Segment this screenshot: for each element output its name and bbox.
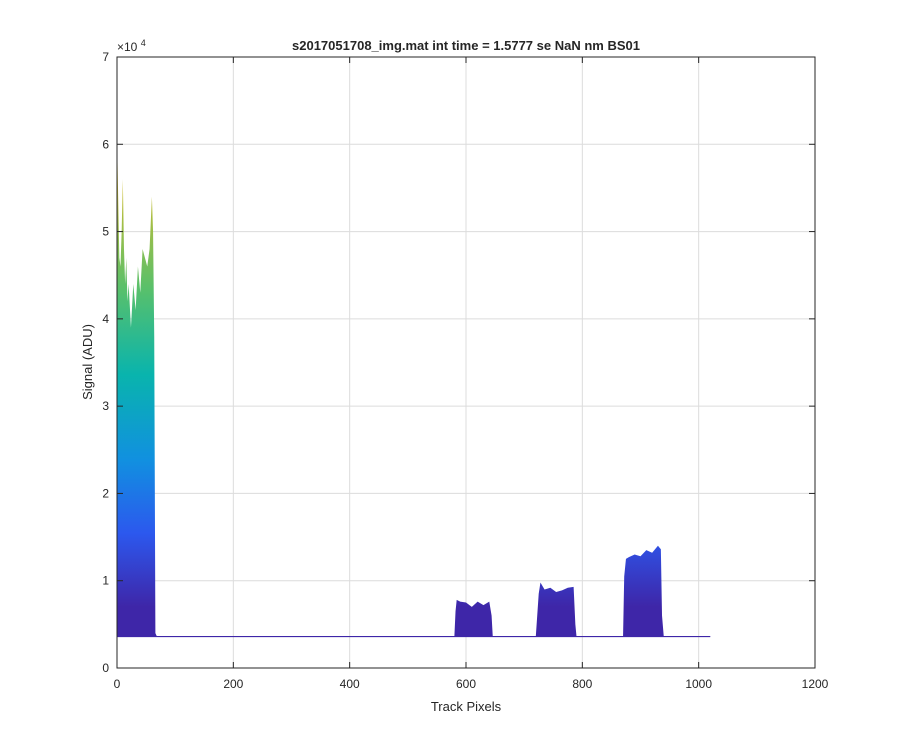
signal-area bbox=[117, 135, 711, 637]
x-tick-label: 200 bbox=[223, 677, 243, 691]
y-tick-label: 6 bbox=[102, 137, 109, 151]
y-axis-multiplier-base: ×10 bbox=[117, 40, 138, 54]
chart-title: s2017051708_img.mat int time = 1.5777 se… bbox=[292, 38, 640, 53]
y-tick-label: 0 bbox=[102, 661, 109, 675]
ticks: 0 200 400 600 800 1000 1200 0 1 2 3 4 5 6 7 bbox=[102, 50, 828, 691]
x-axis-label: Track Pixels bbox=[431, 699, 502, 714]
y-tick-label: 1 bbox=[102, 574, 109, 588]
y-tick-label: 5 bbox=[102, 225, 109, 239]
x-tick-label: 800 bbox=[572, 677, 592, 691]
y-axis-multiplier: ×10 4 bbox=[117, 38, 146, 54]
x-tick-label: 600 bbox=[456, 677, 476, 691]
y-axis-multiplier-exponent: 4 bbox=[141, 38, 146, 48]
x-tick-label: 0 bbox=[114, 677, 121, 691]
y-tick-label: 3 bbox=[102, 399, 109, 413]
grid bbox=[117, 57, 815, 668]
y-tick-label: 4 bbox=[102, 312, 109, 326]
x-tick-label: 1200 bbox=[802, 677, 829, 691]
y-axis-label: Signal (ADU) bbox=[80, 324, 95, 400]
series bbox=[117, 135, 711, 638]
x-tick-label: 1000 bbox=[685, 677, 712, 691]
y-tick-label: 7 bbox=[102, 50, 109, 64]
y-tick-label: 2 bbox=[102, 486, 109, 500]
x-tick-label: 400 bbox=[340, 677, 360, 691]
